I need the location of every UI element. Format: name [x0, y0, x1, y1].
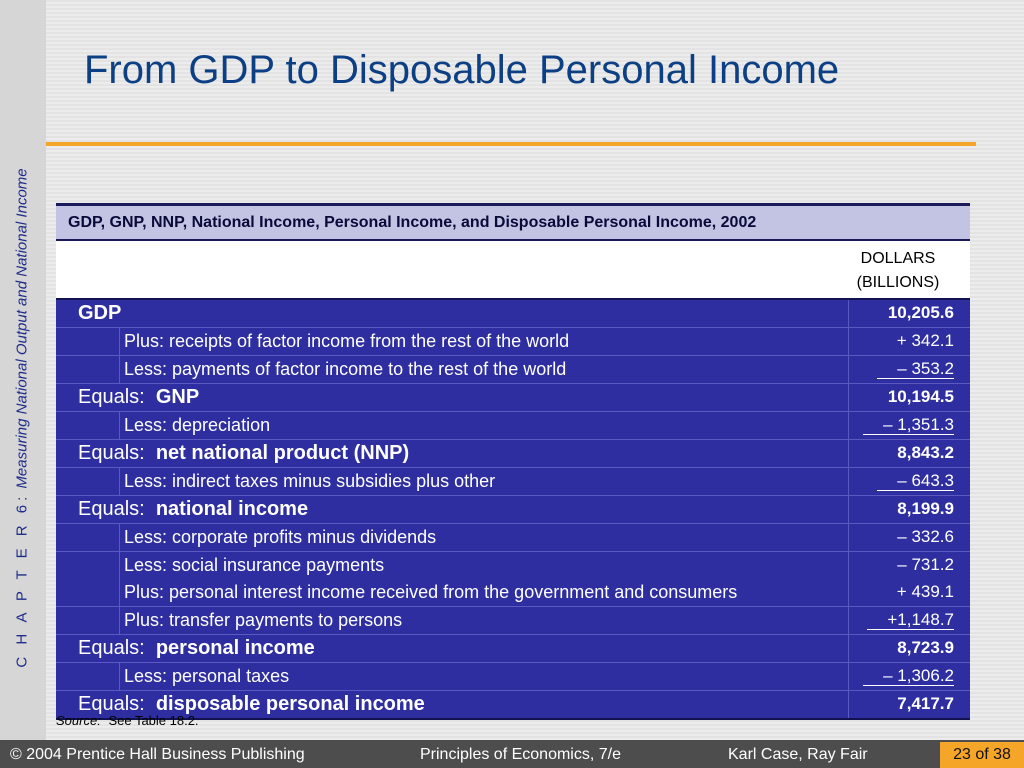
units-label: DOLLARS (BILLIONS): [838, 247, 958, 295]
row-label: Less: corporate profits minus dividends: [124, 527, 437, 547]
footer-book: Principles of Economics, 7/e: [420, 746, 621, 763]
row-value: – 643.3: [877, 471, 954, 491]
side-bar: C H A P T E R 6: Measuring National Outp…: [0, 0, 46, 740]
table-source: Source: See Table 18.2.: [56, 713, 199, 728]
title-divider: [46, 142, 976, 146]
row-label: Equals: national income: [78, 498, 309, 520]
row-label: Plus: transfer payments to persons: [124, 610, 403, 630]
row-value: 7,417.7: [897, 694, 954, 713]
footer-bar: © 2004 Prentice Hall Business Publishing…: [0, 740, 1024, 768]
units-line-1: DOLLARS: [860, 250, 936, 267]
row-label: Plus: personal interest income received …: [124, 582, 738, 602]
table-body: GDP 10,205.6 Plus: receipts of factor in…: [56, 298, 970, 720]
row-label: Less: social insurance payments: [124, 555, 385, 575]
row-label: Less: personal taxes: [124, 666, 290, 686]
table-row: Less: indirect taxes minus subsidies plu…: [56, 467, 970, 495]
table-row: Less: payments of factor income to the r…: [56, 355, 970, 383]
table-row: Less: social insurance payments – 731.2: [56, 551, 970, 579]
row-value: – 1,351.3: [863, 415, 954, 435]
row-label: Equals: personal income: [78, 637, 315, 659]
side-chapter-title: Measuring National Output and National I…: [13, 168, 31, 489]
table-row: Less: depreciation – 1,351.3: [56, 411, 970, 439]
row-label: Less: depreciation: [124, 415, 271, 435]
table-row: Less: corporate profits minus dividends …: [56, 523, 970, 551]
row-value: – 731.2: [897, 555, 954, 574]
row-value: +1,148.7: [867, 610, 954, 630]
table-caption: GDP, GNP, NNP, National Income, Personal…: [56, 203, 970, 241]
table-units-header: DOLLARS (BILLIONS): [56, 241, 970, 298]
row-value: 10,205.6: [887, 303, 954, 322]
row-value: + 342.1: [896, 331, 954, 350]
table-row: Equals: personal income 8,723.9: [56, 634, 970, 662]
page-number: 23 of 38: [940, 742, 1024, 768]
row-value: 8,723.9: [897, 638, 954, 657]
footer-authors: Karl Case, Ray Fair: [728, 746, 868, 763]
table-row: Equals: net national product (NNP) 8,843…: [56, 439, 970, 467]
income-table: GDP, GNP, NNP, National Income, Personal…: [56, 203, 970, 720]
table-row: Less: personal taxes – 1,306.2: [56, 662, 970, 690]
row-label: Plus: receipts of factor income from the…: [124, 331, 570, 351]
row-label: Equals: GNP: [78, 386, 200, 408]
table-row: GDP 10,205.6: [56, 300, 970, 327]
source-text: See Table 18.2.: [108, 713, 199, 728]
source-label: Source:: [56, 713, 101, 728]
row-label: Equals: net national product (NNP): [78, 442, 410, 464]
units-line-2: (BILLIONS): [856, 274, 940, 291]
row-value: – 353.2: [877, 359, 954, 379]
row-label: Equals: disposable personal income: [78, 693, 425, 715]
page-title: From GDP to Disposable Personal Income: [84, 48, 840, 92]
table-row: Equals: GNP 10,194.5: [56, 383, 970, 411]
row-value: 8,843.2: [897, 443, 954, 462]
table-row: Equals: disposable personal income 7,417…: [56, 690, 970, 718]
row-value: – 332.6: [897, 527, 954, 546]
row-value: 8,199.9: [897, 499, 954, 518]
footer-publisher: © 2004 Prentice Hall Business Publishing: [10, 746, 305, 763]
table-row: Plus: transfer payments to persons +1,14…: [56, 606, 970, 634]
row-value: – 1,306.2: [863, 666, 954, 686]
table-row: Plus: receipts of factor income from the…: [56, 327, 970, 355]
side-chapter-label: C H A P T E R 6: Measuring National Outp…: [14, 118, 31, 718]
row-label: Less: payments of factor income to the r…: [124, 359, 567, 379]
row-value: 10,194.5: [887, 387, 954, 406]
row-label: GDP: [78, 302, 122, 324]
row-value: + 439.1: [896, 582, 954, 601]
table-row: Plus: personal interest income received …: [56, 579, 970, 606]
row-label: Less: indirect taxes minus subsidies plu…: [124, 471, 496, 491]
side-chapter: C H A P T E R 6:: [13, 492, 31, 668]
table-row: Equals: national income 8,199.9: [56, 495, 970, 523]
